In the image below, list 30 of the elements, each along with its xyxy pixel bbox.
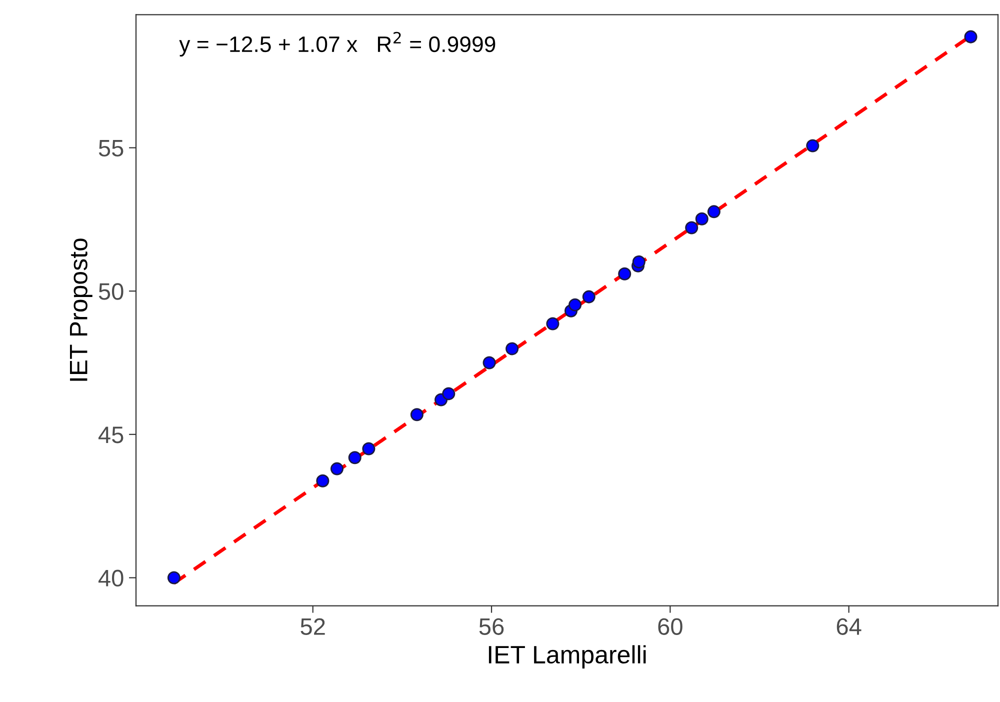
x-tick-label: 64: [836, 618, 862, 635]
point: [348, 451, 362, 464]
point: [618, 267, 632, 280]
point: [695, 212, 708, 226]
point: [707, 205, 720, 218]
y-tick-label: 55: [98, 140, 124, 157]
point: [167, 571, 180, 584]
point: [568, 298, 582, 312]
point: [362, 442, 376, 456]
point: [506, 342, 519, 356]
x-tick-label: 56: [479, 618, 504, 635]
annotation: y = −12.5 + 1.07 x R$^{2}$ = 0.9999: [179, 32, 496, 57]
point: [410, 408, 424, 422]
point: [546, 317, 560, 330]
point: [685, 221, 698, 234]
x-tick-label: 52: [300, 618, 325, 635]
point: [582, 290, 596, 304]
point: [806, 139, 820, 152]
point: [316, 474, 330, 488]
y-axis-title: IET Proposto: [70, 238, 92, 381]
point: [330, 462, 344, 476]
y-tick-label: 50: [98, 283, 124, 300]
point: [964, 30, 978, 44]
y-tick-label: 40: [98, 570, 124, 587]
x-tick-label: 60: [658, 618, 682, 635]
point: [442, 387, 456, 400]
point: [632, 255, 646, 268]
point: [482, 356, 496, 370]
x-axis-title: IET Lamparelli: [488, 645, 646, 668]
y-tick-label: 45: [98, 426, 124, 444]
